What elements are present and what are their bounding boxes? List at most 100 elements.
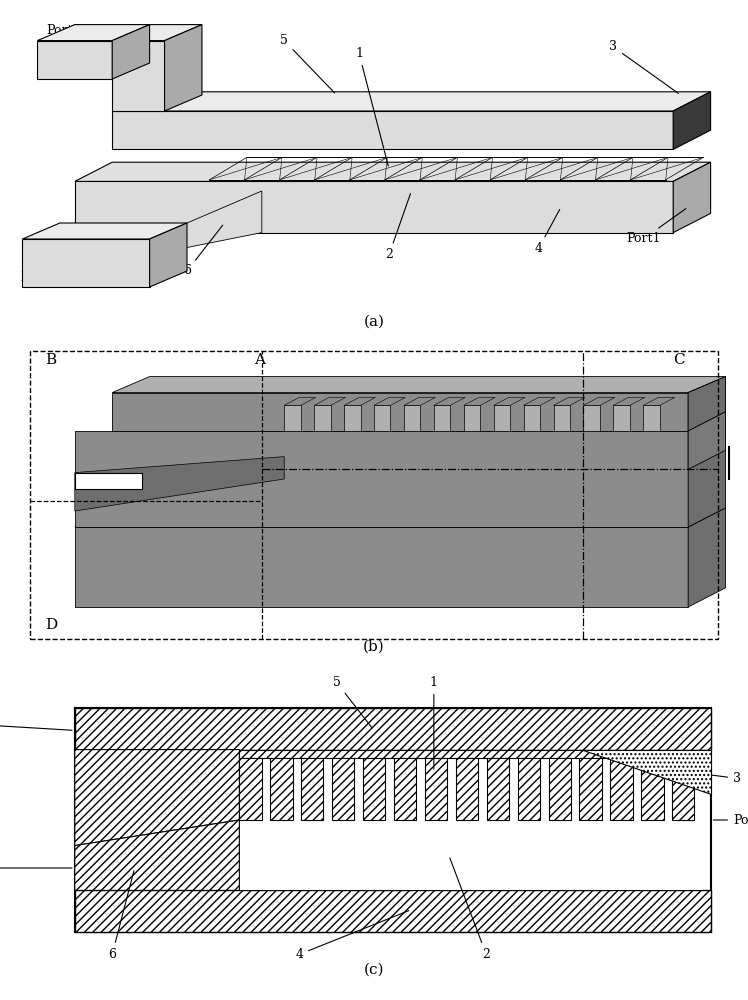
Polygon shape <box>75 527 688 607</box>
Polygon shape <box>404 397 435 405</box>
Polygon shape <box>314 405 331 431</box>
Bar <box>363 758 385 820</box>
Polygon shape <box>165 25 202 111</box>
Polygon shape <box>150 191 262 255</box>
Polygon shape <box>112 111 673 149</box>
Bar <box>456 758 478 820</box>
Polygon shape <box>75 457 284 511</box>
Polygon shape <box>643 405 660 431</box>
Polygon shape <box>554 397 585 405</box>
Polygon shape <box>75 181 673 233</box>
Polygon shape <box>75 750 239 846</box>
Polygon shape <box>554 405 570 431</box>
Polygon shape <box>112 41 165 111</box>
Polygon shape <box>22 239 150 287</box>
Text: A: A <box>254 353 266 367</box>
Polygon shape <box>374 397 405 405</box>
Polygon shape <box>344 405 361 431</box>
Polygon shape <box>464 397 495 405</box>
Text: 1: 1 <box>355 47 388 166</box>
Polygon shape <box>150 223 187 287</box>
Polygon shape <box>37 25 150 41</box>
Polygon shape <box>112 25 150 79</box>
Polygon shape <box>613 397 645 405</box>
Polygon shape <box>434 397 465 405</box>
Bar <box>332 758 355 820</box>
Bar <box>239 758 262 820</box>
Polygon shape <box>75 431 688 527</box>
Polygon shape <box>374 405 390 431</box>
Text: 2: 2 <box>450 858 490 961</box>
Bar <box>270 758 292 820</box>
Bar <box>672 758 694 820</box>
Bar <box>394 758 416 820</box>
Bar <box>518 758 540 820</box>
Bar <box>75 708 711 750</box>
Polygon shape <box>673 162 711 233</box>
Text: 5: 5 <box>280 34 334 93</box>
Polygon shape <box>112 92 711 111</box>
Polygon shape <box>344 397 375 405</box>
Text: 3: 3 <box>610 40 678 93</box>
Bar <box>610 758 633 820</box>
Polygon shape <box>688 412 726 469</box>
Bar <box>75 708 711 932</box>
Text: C: C <box>673 353 685 367</box>
Text: (a): (a) <box>364 315 384 329</box>
Text: 6: 6 <box>183 225 223 277</box>
Polygon shape <box>464 405 480 431</box>
Text: 1: 1 <box>430 676 438 769</box>
Text: (b): (b) <box>363 639 385 653</box>
Polygon shape <box>434 405 450 431</box>
Polygon shape <box>404 405 420 431</box>
Polygon shape <box>613 405 630 431</box>
Bar <box>239 750 703 758</box>
Bar <box>75 890 711 932</box>
Polygon shape <box>112 377 726 393</box>
Text: D: D <box>45 618 57 632</box>
Bar <box>580 758 601 820</box>
Text: Port1: Port1 <box>626 209 686 245</box>
Bar <box>487 758 509 820</box>
Text: 4: 4 <box>295 911 409 961</box>
Bar <box>301 758 323 820</box>
Polygon shape <box>583 750 711 794</box>
Text: Port3: Port3 <box>46 24 88 61</box>
Polygon shape <box>583 405 600 431</box>
Text: 2: 2 <box>385 194 411 261</box>
Polygon shape <box>284 397 316 405</box>
Text: B: B <box>45 353 56 367</box>
Polygon shape <box>688 377 726 431</box>
Polygon shape <box>524 397 555 405</box>
Bar <box>548 758 571 820</box>
Text: 4: 4 <box>535 209 560 255</box>
Text: (c): (c) <box>364 963 384 977</box>
Polygon shape <box>688 508 726 607</box>
Text: Port1: Port1 <box>714 814 748 826</box>
Polygon shape <box>673 92 711 149</box>
Polygon shape <box>494 397 525 405</box>
Polygon shape <box>643 397 675 405</box>
Text: 6: 6 <box>108 871 134 961</box>
Polygon shape <box>284 405 301 431</box>
Polygon shape <box>314 397 346 405</box>
Text: 3: 3 <box>691 772 741 785</box>
Polygon shape <box>37 41 112 79</box>
Polygon shape <box>75 162 711 181</box>
Text: 5: 5 <box>333 676 373 728</box>
Polygon shape <box>583 397 615 405</box>
Polygon shape <box>688 377 726 431</box>
Bar <box>75 473 142 489</box>
Text: Port2: Port2 <box>0 861 72 874</box>
Polygon shape <box>22 223 187 239</box>
Polygon shape <box>75 508 726 527</box>
Polygon shape <box>524 405 540 431</box>
Polygon shape <box>112 393 688 431</box>
Bar <box>425 758 447 820</box>
Polygon shape <box>688 412 726 527</box>
Polygon shape <box>112 25 202 41</box>
Text: Port3: Port3 <box>0 718 72 730</box>
Bar <box>641 758 663 820</box>
Polygon shape <box>494 405 510 431</box>
Bar <box>239 820 703 890</box>
